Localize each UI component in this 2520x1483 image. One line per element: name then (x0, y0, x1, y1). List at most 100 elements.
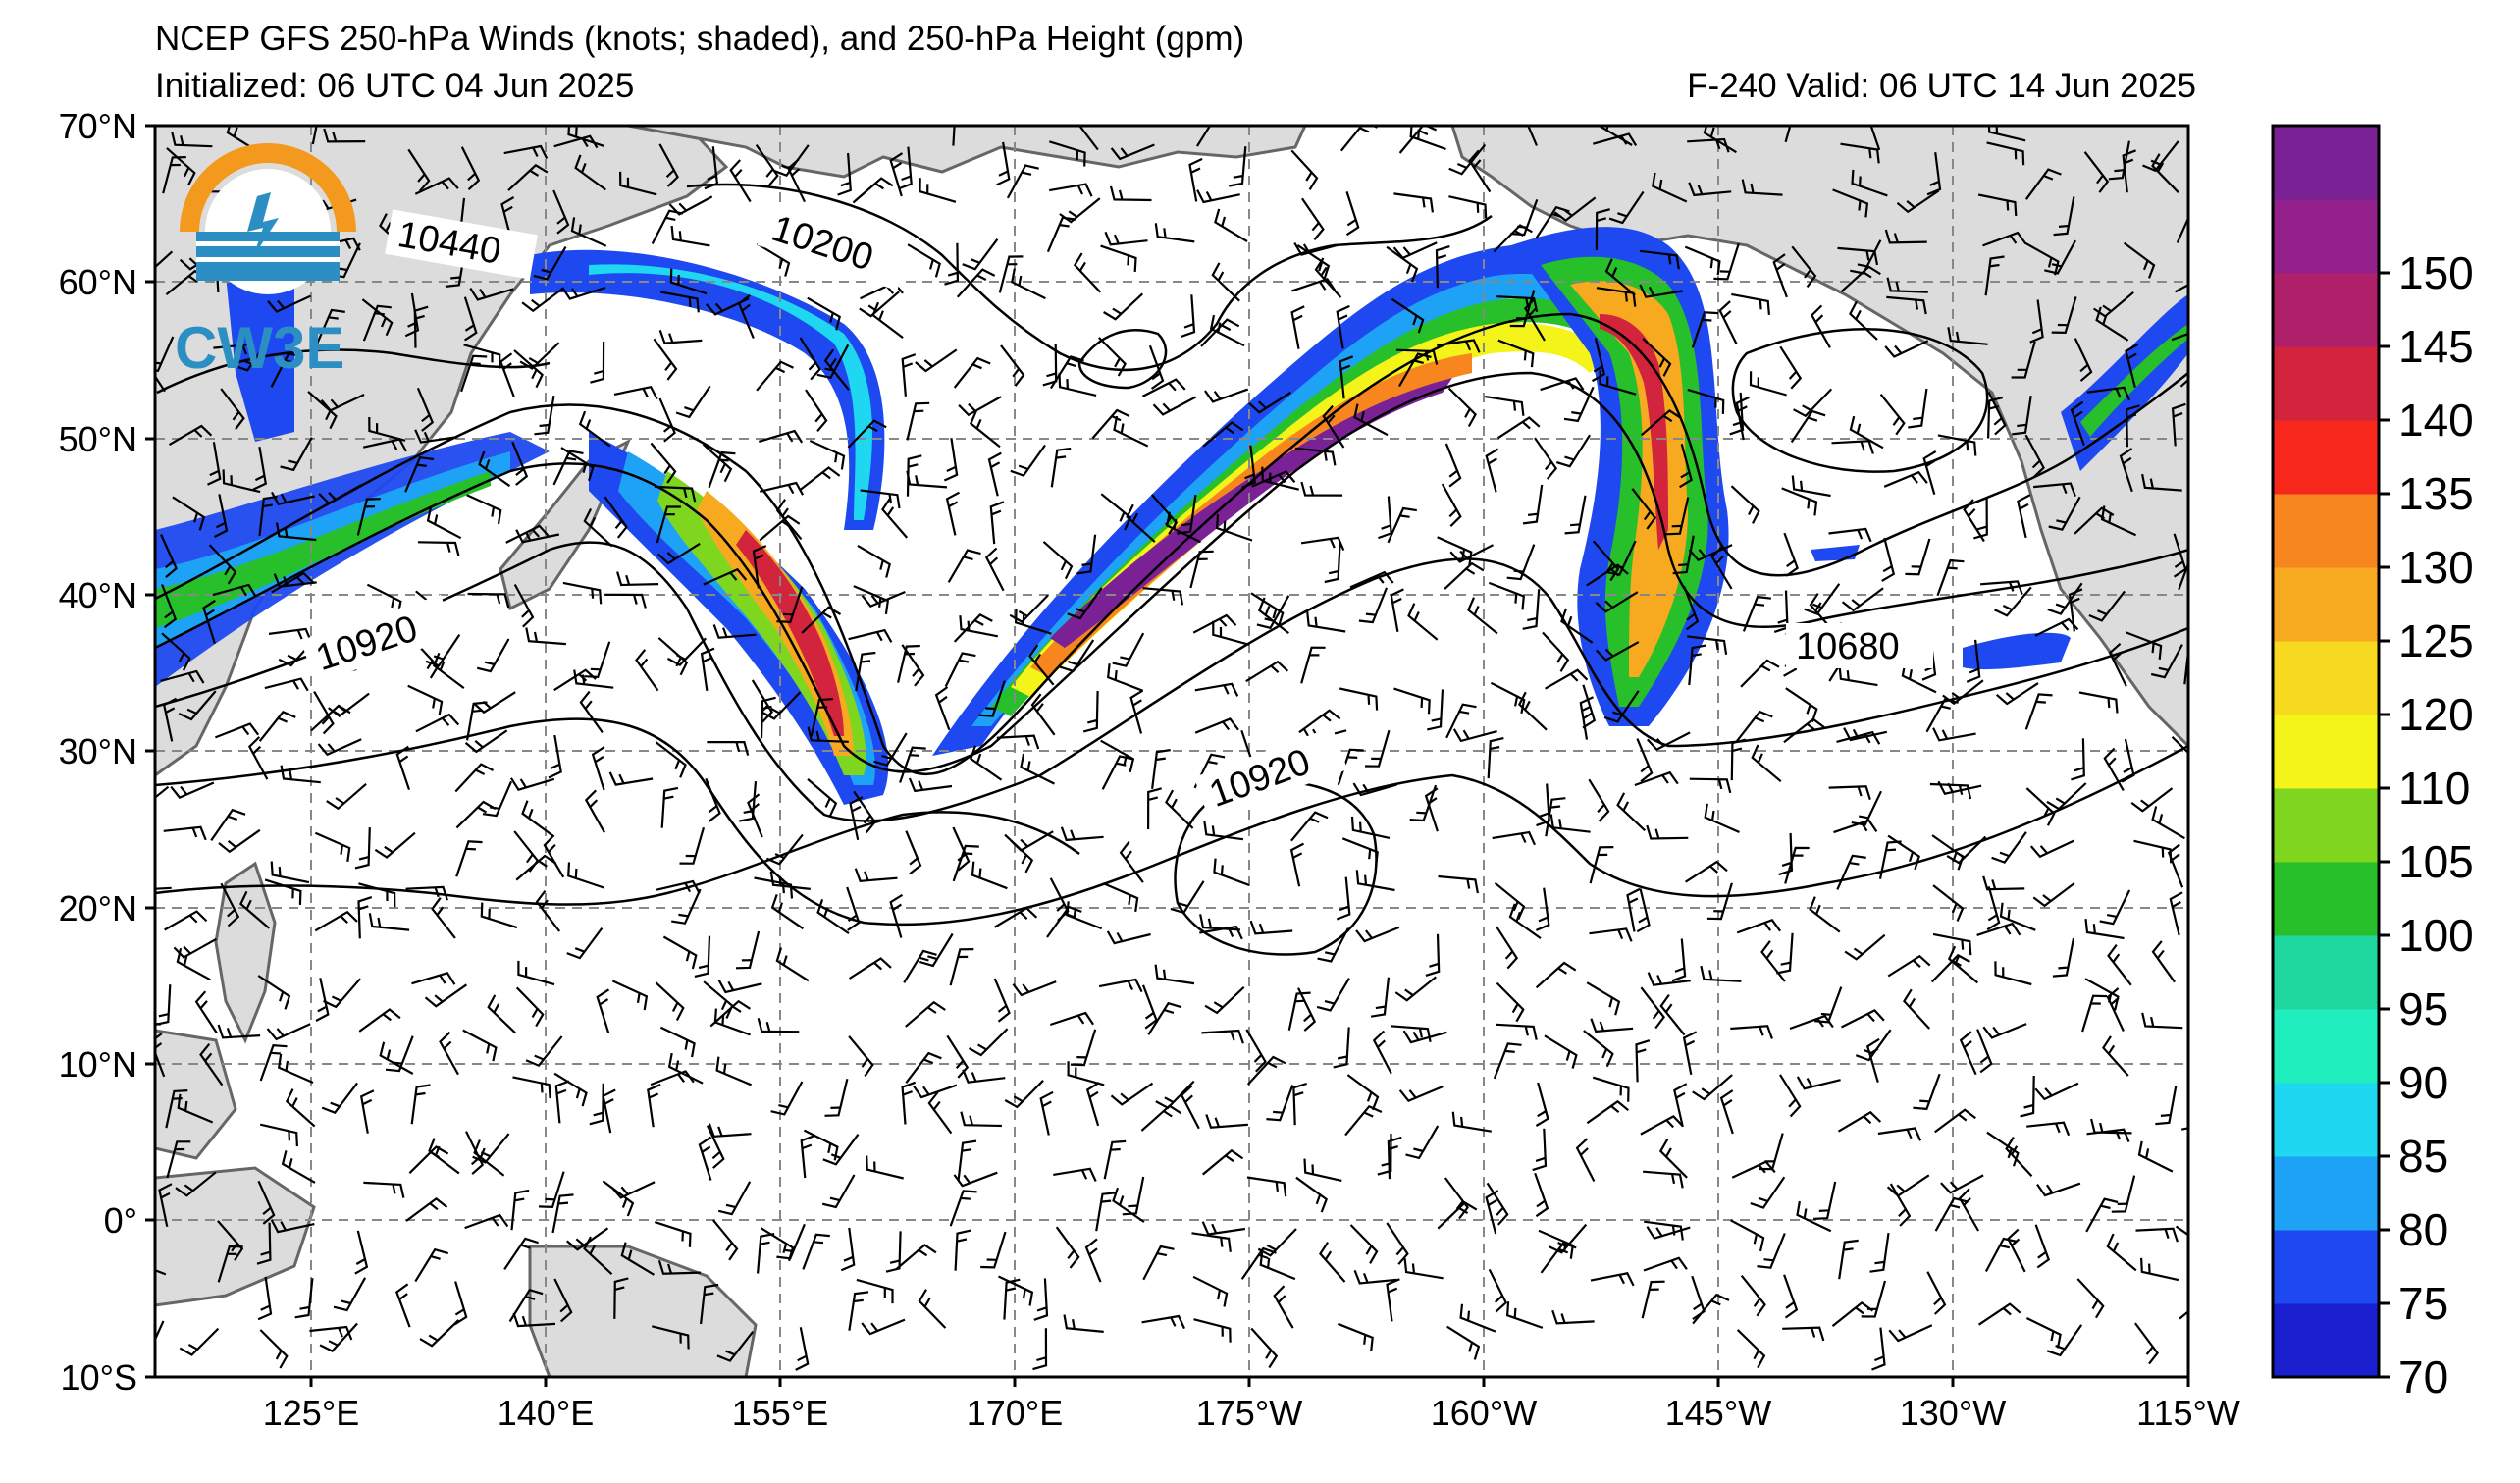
wind-barb (1963, 499, 1985, 543)
wind-barb (1809, 896, 1841, 933)
wind-barb (1287, 991, 1311, 1031)
wind-barb (1003, 1278, 1021, 1320)
wind-barb (273, 573, 317, 588)
wind-barb (574, 154, 606, 191)
wind-barb (795, 1327, 810, 1371)
wind-barb (199, 1043, 224, 1086)
wind-barb (257, 1180, 276, 1225)
lon-label: 140°E (498, 1393, 594, 1433)
wind-barb (776, 1223, 806, 1260)
wind-barb (1148, 344, 1165, 390)
wind-barb (2107, 943, 2132, 986)
wind-barb (414, 429, 458, 444)
wind-barb (1778, 832, 1794, 876)
wind-barb (1201, 1029, 1244, 1044)
jet-fragment-east (1963, 632, 2071, 670)
wind-barb (602, 1088, 616, 1134)
wind-barb (1042, 541, 1074, 580)
wind-barb (1012, 980, 1057, 997)
wind-barb (1119, 840, 1144, 883)
wind-barb (652, 1325, 690, 1350)
wind-barb (1534, 437, 1558, 480)
wind-barb (1364, 729, 1391, 768)
wind-barb (807, 296, 841, 331)
wind-barb (1355, 870, 1395, 892)
wind-barb (1049, 183, 1093, 197)
wind-barb (1643, 1256, 1688, 1272)
colorbar-segment (2273, 641, 2379, 715)
wind-barb (394, 1283, 411, 1328)
wind-barb (1849, 415, 1884, 450)
wind-barb (415, 713, 460, 733)
wind-barb (1290, 811, 1329, 842)
wind-barb (1740, 659, 1780, 688)
wind-barb (252, 447, 268, 491)
colorbar-tick-label: 130 (2398, 542, 2474, 593)
wind-barb (861, 1318, 906, 1336)
wind-barb (1642, 338, 1672, 377)
wind-barb (604, 496, 628, 539)
wind-barb (1934, 1196, 1969, 1232)
wind-barb (2135, 1227, 2179, 1243)
wind-barb (256, 1222, 272, 1265)
wind-barb (866, 1155, 904, 1180)
wind-barb (807, 726, 849, 743)
wind-barb (500, 196, 515, 241)
wind-barb (1085, 1082, 1100, 1127)
wind-barb (1976, 1029, 1993, 1074)
wind-barb (1644, 1220, 1684, 1241)
wind-barb (1467, 597, 1498, 635)
wind-barb (1337, 1322, 1374, 1351)
wind-barb (905, 830, 922, 875)
wind-barb (885, 1231, 902, 1273)
wind-barb (1841, 1009, 1885, 1029)
wind-barb (166, 1140, 191, 1179)
wind-barb (213, 343, 257, 358)
wind-barb (1522, 589, 1541, 630)
wind-barb (984, 547, 1005, 592)
wind-barb (1245, 660, 1289, 683)
wind-barb (1851, 790, 1882, 826)
wind-barb (499, 352, 515, 397)
wind-barb (519, 342, 560, 370)
wind-barb (1333, 1027, 1350, 1069)
wind-barb (987, 451, 1002, 497)
wind-barb (553, 1072, 588, 1107)
wind-barb (314, 910, 358, 932)
wind-barb (747, 793, 763, 838)
wind-barb (270, 1219, 315, 1234)
wind-barb (1448, 143, 1487, 176)
wind-barb (359, 1089, 375, 1134)
wind-barb (257, 975, 291, 1010)
wind-barb (1126, 503, 1156, 543)
wind-barb (1608, 190, 1645, 225)
wind-barb (1250, 1327, 1279, 1369)
wind-barb (1591, 338, 1606, 383)
colorbar-segment (2273, 788, 2379, 863)
wind-barb (1588, 778, 1610, 822)
wind-barb (1736, 918, 1781, 934)
wind-barb (1494, 881, 1526, 920)
wind-barb (653, 338, 678, 381)
wind-barb (670, 225, 710, 247)
wind-barb (2084, 918, 2125, 940)
wind-barb (214, 722, 260, 739)
wind-barb (969, 745, 1003, 781)
wind-barb (1534, 1172, 1549, 1218)
wind-barb (1142, 587, 1184, 606)
wind-barb (414, 177, 459, 195)
wind-barb (323, 978, 361, 1009)
wind-barb (561, 286, 606, 300)
wind-barb (1646, 731, 1691, 752)
wind-barb (395, 745, 411, 790)
wind-barb (1772, 253, 1788, 298)
wind-barb (155, 250, 174, 269)
wind-barb (2029, 839, 2074, 859)
wind-barb (417, 541, 460, 556)
wind-barb (1303, 1158, 1342, 1182)
wind-barb (1405, 1125, 1440, 1160)
wind-barb (1639, 284, 1683, 298)
wind-barb (700, 647, 715, 691)
wind-barb (2119, 448, 2133, 493)
wind-barb (1014, 609, 1052, 635)
